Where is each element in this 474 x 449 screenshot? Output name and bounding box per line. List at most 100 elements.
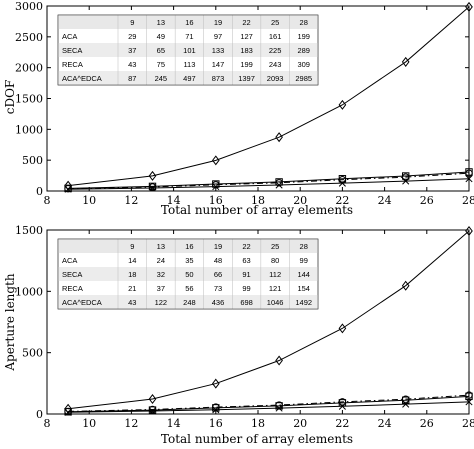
table-cell: 65 (157, 46, 165, 55)
y-tick-label: 1500 (15, 224, 43, 237)
y-tick-label: 1000 (15, 285, 43, 298)
table-header-cell: 13 (157, 18, 165, 27)
x-tick-label: 12 (124, 417, 138, 430)
table-cell: 14 (128, 256, 136, 265)
x-tick-label: 18 (251, 194, 265, 207)
table-cell: 75 (157, 60, 165, 69)
table-cell: 1046 (267, 298, 284, 307)
table-cell: 43 (128, 298, 136, 307)
table-cell: 56 (185, 284, 193, 293)
table-cell: 225 (269, 46, 282, 55)
table-row-label: ACA (62, 32, 77, 41)
table-cell: 154 (297, 284, 310, 293)
table-row-label: RECA (62, 284, 83, 293)
table-cell: 35 (185, 256, 193, 265)
table-header-cell: 13 (157, 242, 165, 251)
table-row-shade (58, 239, 318, 253)
table-cell: 873 (212, 74, 225, 83)
series-line-seca (68, 395, 470, 413)
x-tick-label: 22 (335, 417, 349, 430)
table-cell: 289 (297, 46, 310, 55)
y-tick-label: 500 (22, 154, 43, 167)
y-tick-label: 2000 (15, 62, 43, 75)
data-point-diamond (211, 378, 220, 389)
panel-cdof: cDOF Total number of array elements 8 10 1… (3, 0, 474, 217)
table-cell: 37 (157, 284, 165, 293)
x-tick-label: 20 (293, 194, 307, 207)
y-tick-label: 0 (36, 408, 43, 421)
x-tick-label: 24 (378, 194, 392, 207)
table-cell: 73 (214, 284, 222, 293)
data-point-circle (402, 395, 410, 403)
x-axis-label: Total number of array elements (161, 432, 353, 446)
table-row-label: SECA (62, 270, 82, 279)
table-cell: 101 (183, 46, 196, 55)
table-header-cell: 22 (242, 18, 250, 27)
data-point-diamond (401, 280, 410, 291)
data-point-diamond (465, 225, 473, 237)
table-header-cell: 9 (130, 242, 134, 251)
table-cell: 32 (157, 270, 165, 279)
data-point-diamond (64, 403, 72, 414)
y-tick-label: 0 (36, 185, 43, 198)
table-border (57, 238, 319, 310)
table-header-cell: 25 (271, 18, 279, 27)
table-row-label: ACA^EDCA (62, 74, 102, 83)
x-tick-label: 20 (293, 417, 307, 430)
table-border (57, 14, 319, 86)
table-cell: 245 (155, 74, 168, 83)
panel-aperture: Aperture length Total number of array el… (3, 224, 474, 446)
data-point-diamond (338, 99, 347, 110)
table-cell: 113 (183, 60, 195, 69)
table-cell: 63 (242, 256, 250, 265)
table-cell: 144 (297, 270, 310, 279)
table-cell: 1492 (295, 298, 312, 307)
table-cell: 121 (269, 284, 282, 293)
x-tick-label: 10 (82, 417, 96, 430)
data-point-diamond (275, 132, 283, 143)
data-point-square (338, 175, 347, 183)
table-header-cell: 9 (130, 18, 134, 27)
x-tick-label: 14 (167, 194, 181, 207)
data-point-square (465, 168, 473, 176)
table-header-cell: 28 (300, 242, 308, 251)
table-cell: 21 (128, 284, 136, 293)
table-header-cell: 25 (271, 242, 279, 251)
data-point-diamond (401, 56, 410, 67)
data-point-x (465, 175, 473, 183)
table-cell: 199 (297, 32, 310, 41)
table-cell: 91 (242, 270, 250, 279)
x-tick-label: 18 (251, 417, 265, 430)
data-point-diamond (64, 180, 72, 191)
table-header-cell: 16 (185, 18, 193, 27)
x-tick-label: 26 (420, 194, 434, 207)
x-tick-label: 24 (378, 417, 392, 430)
x-tick-label: 16 (209, 417, 223, 430)
table-cell: 18 (128, 270, 136, 279)
y-tick-label: 2500 (15, 31, 43, 44)
data-point-circle (465, 391, 473, 399)
x-tick-label: 26 (420, 417, 434, 430)
table-cell: 147 (212, 60, 225, 69)
table-cell: 698 (240, 298, 253, 307)
data-point-circle (212, 403, 220, 411)
data-point-diamond (148, 394, 157, 405)
table-header-cell: 22 (242, 242, 250, 251)
table-cell: 87 (128, 74, 136, 83)
x-tick-label: 12 (124, 194, 138, 207)
data-point-square (212, 180, 220, 188)
series-line-reca (68, 171, 470, 189)
x-tick-label: 10 (82, 194, 96, 207)
x-tick-label: 16 (209, 194, 223, 207)
y-tick-label: 500 (22, 347, 43, 360)
table-row-shade (58, 267, 318, 281)
table-header-cell: 19 (214, 18, 222, 27)
data-point-diamond (465, 1, 473, 12)
table-row-shade (58, 71, 318, 85)
data-table: 9 13 16 19 22 25 28 ACA 29 49 71 97 127 161 199 SECA 37 6… (57, 14, 319, 86)
table-cell: 24 (157, 256, 165, 265)
table-cell: 29 (128, 32, 136, 41)
table-cell: 2093 (267, 74, 284, 83)
table-cell: 161 (269, 32, 282, 41)
